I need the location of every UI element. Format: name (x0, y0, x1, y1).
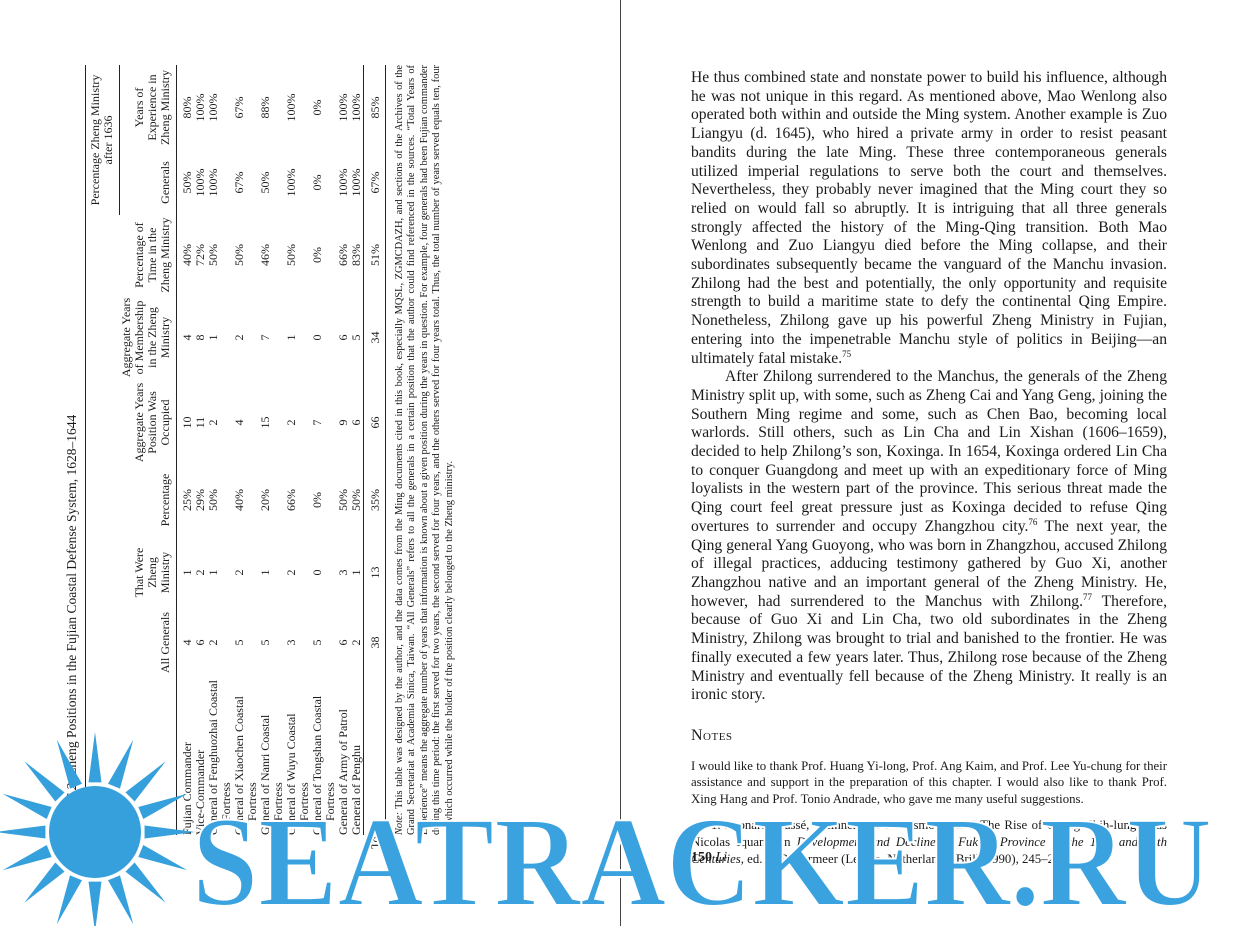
watermark-text: SEATRACKER.RU (192, 791, 1212, 926)
folio: 150 Li (691, 850, 727, 866)
sun-ray (24, 761, 65, 802)
body-text: He thus combined state and nonstate powe… (691, 69, 1167, 705)
text: 1. Leonard Blussé, “Minnen-jen or Cosmop… (691, 818, 1167, 849)
sun-ray (125, 761, 166, 802)
text: He thus combined state and nonstate powe… (691, 69, 1167, 367)
footnote-ref: 75 (842, 348, 852, 359)
sun-ray (144, 825, 195, 839)
italic-text: Development and Decline of Fukien Provin… (691, 834, 1167, 866)
notes-heading: Notes (691, 726, 733, 744)
sun-ray (56, 875, 83, 925)
notes: I would like to thank Prof. Huang Yi-lon… (691, 758, 1167, 868)
sun-logo (0, 732, 195, 926)
sun-ray (107, 875, 134, 925)
page-number: 150 (691, 850, 712, 865)
paragraph: He thus combined state and nonstate powe… (691, 69, 1167, 368)
gutter-line (620, 0, 621, 926)
note: I would like to thank Prof. Huang Yi-lon… (691, 758, 1167, 808)
sun-ray (125, 862, 166, 903)
text: I would like to thank Prof. Huang Yi-lon… (691, 758, 1167, 806)
sun-ray (88, 732, 102, 783)
note: 1. Leonard Blussé, “Minnen-jen or Cosmop… (691, 817, 1167, 867)
text: The next year, the Qing general Yang Guo… (691, 517, 1168, 610)
text: Therefore, because of Guo Xi and Lin Cha… (691, 592, 1167, 704)
sun-ray (2, 844, 52, 871)
sun-ray (56, 739, 83, 789)
sun-ray (88, 881, 102, 926)
sun-ray (107, 739, 134, 789)
sun-ray (138, 793, 188, 820)
sun-ray (24, 862, 65, 903)
text: After Zhilong surrendered to the Manchus… (691, 368, 1167, 535)
sun-ray (138, 844, 188, 871)
text: , ed. E. B. Vermeer (Leiden, Netherlands… (740, 851, 1070, 866)
sun-ray (0, 825, 46, 839)
footnote-ref: 76 (1028, 516, 1038, 527)
running-head: Li (715, 850, 728, 865)
sun-ray (2, 793, 52, 820)
footnote-ref: 77 (1082, 591, 1092, 602)
paragraph: After Zhilong surrendered to the Manchus… (691, 368, 1167, 705)
text-page: He thus combined state and nonstate powe… (691, 69, 1167, 877)
